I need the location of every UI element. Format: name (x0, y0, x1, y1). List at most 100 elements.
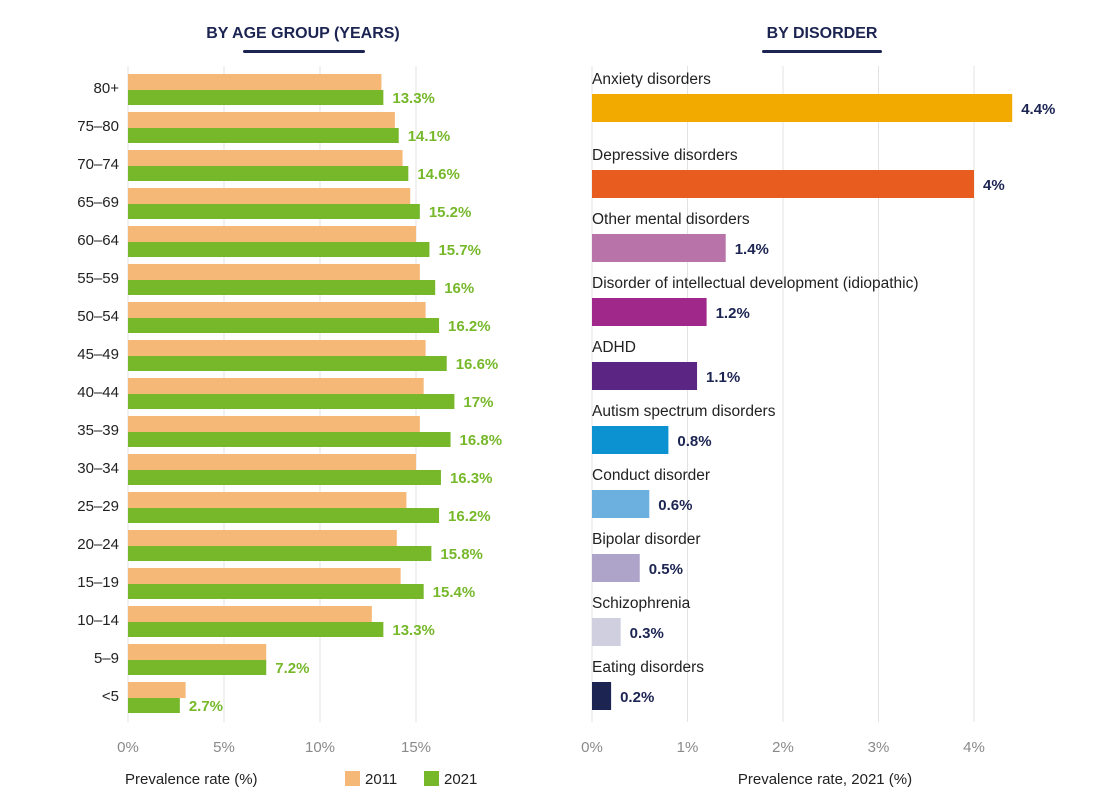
bar-2011 (128, 530, 397, 546)
chart-title: BY AGE GROUP (YEARS) (206, 25, 400, 42)
bar-2021 (128, 622, 384, 637)
bar-2011 (128, 340, 426, 356)
x-axis-title: Prevalence rate (%) (125, 771, 258, 788)
category-label: 75–80 (77, 118, 119, 135)
data-label-2021: 16.2% (448, 318, 491, 335)
data-label-2021: 2.7% (189, 698, 223, 715)
category-label: 10–14 (77, 612, 119, 629)
data-label-2021: 15.8% (440, 546, 483, 563)
legend-swatch-2011 (345, 771, 360, 786)
category-label: Schizophrenia (592, 595, 691, 612)
bar-2021 (128, 394, 455, 409)
category-label: Bipolar disorder (592, 531, 701, 548)
bar-2021 (128, 546, 432, 561)
category-label: 50–54 (77, 308, 119, 325)
x-tick-label: 15% (401, 739, 431, 756)
bar (592, 362, 698, 390)
bar (592, 618, 621, 646)
category-label: Eating disorders (592, 659, 704, 676)
data-label-2021: 13.3% (392, 622, 435, 639)
x-tick-label: 0% (581, 739, 603, 756)
data-label-2021: 15.4% (433, 584, 476, 601)
data-label-2021: 17% (463, 394, 493, 411)
data-label-2021: 16.3% (450, 470, 493, 487)
x-tick-label: 5% (213, 739, 235, 756)
bar-2021 (128, 318, 440, 333)
bar-2021 (128, 90, 384, 105)
bar-2021 (128, 698, 180, 713)
data-label-2021: 14.1% (408, 128, 451, 145)
bar-2021 (128, 660, 267, 675)
data-label: 4.4% (1021, 101, 1055, 118)
bar-2011 (128, 416, 420, 432)
title-underline (762, 50, 882, 53)
category-label: 80+ (94, 80, 120, 97)
data-label: 0.5% (649, 561, 683, 578)
x-tick-label: 2% (772, 739, 794, 756)
bar-2021 (128, 166, 409, 181)
bar-2021 (128, 204, 420, 219)
bar-2021 (128, 432, 451, 447)
x-tick-label: 3% (868, 739, 890, 756)
legend-label-2011: 2011 (365, 771, 397, 788)
bar-2011 (128, 568, 401, 584)
category-label: 45–49 (77, 346, 119, 363)
bar-2011 (128, 492, 407, 508)
bar-2021 (128, 470, 441, 485)
data-label-2021: 15.2% (429, 204, 472, 221)
category-label: 20–24 (77, 536, 119, 553)
bar (592, 298, 707, 326)
category-label: Conduct disorder (592, 467, 710, 484)
category-label: Autism spectrum disorders (592, 403, 776, 420)
bar (592, 682, 612, 710)
bar-2011 (128, 302, 426, 318)
category-label: Anxiety disorders (592, 71, 711, 88)
x-axis-title: Prevalence rate, 2021 (%) (738, 771, 912, 788)
x-tick-label: 1% (677, 739, 699, 756)
category-label: Other mental disorders (592, 211, 750, 228)
bar (592, 94, 1013, 122)
data-label-2021: 16% (444, 280, 474, 297)
bar-2021 (128, 356, 447, 371)
data-label: 4% (983, 177, 1005, 194)
category-label: 5–9 (94, 650, 119, 667)
data-label-2021: 13.3% (392, 90, 435, 107)
bar-2011 (128, 264, 420, 280)
bar-2021 (128, 508, 440, 523)
category-label: 70–74 (77, 156, 119, 173)
category-label: 30–34 (77, 460, 119, 477)
bar-2021 (128, 242, 430, 257)
x-tick-label: 4% (963, 739, 985, 756)
bar (592, 554, 640, 582)
category-label: 60–64 (77, 232, 119, 249)
data-label: 0.8% (677, 433, 711, 450)
bar (592, 170, 974, 198)
chart-title: BY DISORDER (767, 25, 878, 42)
bar-2011 (128, 644, 267, 660)
data-label: 1.1% (706, 369, 740, 386)
bar-2021 (128, 128, 399, 143)
category-label: 35–39 (77, 422, 119, 439)
bar-2011 (128, 378, 424, 394)
bar-2011 (128, 112, 395, 128)
bar (592, 426, 669, 454)
data-label-2021: 15.7% (438, 242, 481, 259)
bar-2011 (128, 682, 186, 698)
x-tick-label: 10% (305, 739, 335, 756)
category-label: Disorder of intellectual development (id… (592, 275, 919, 292)
data-label: 0.6% (658, 497, 692, 514)
x-tick-label: 0% (117, 739, 139, 756)
bar (592, 234, 726, 262)
category-label: 55–59 (77, 270, 119, 287)
bar-2011 (128, 226, 416, 242)
title-underline (243, 50, 365, 53)
category-label: 40–44 (77, 384, 119, 401)
data-label-2021: 7.2% (275, 660, 309, 677)
category-label: 65–69 (77, 194, 119, 211)
legend-swatch-2021 (424, 771, 439, 786)
category-label: <5 (102, 688, 119, 705)
data-label-2021: 16.8% (460, 432, 503, 449)
data-label: 0.2% (620, 689, 654, 706)
category-label: Depressive disorders (592, 147, 738, 164)
